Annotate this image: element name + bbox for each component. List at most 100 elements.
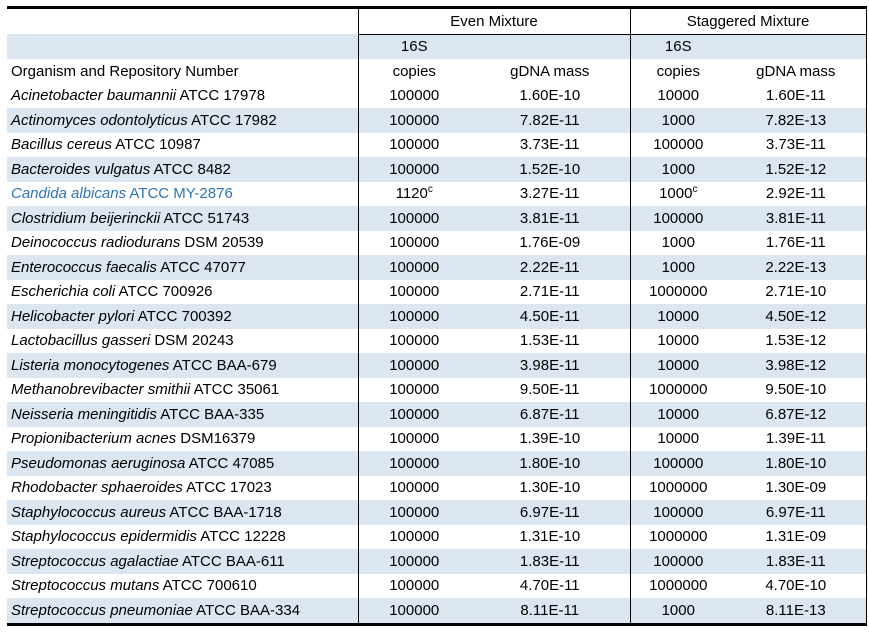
stag-copies-value: 100000 — [629, 451, 727, 476]
table-row: Rhodobacter sphaeroides ATCC 17023 100000… — [7, 475, 867, 500]
table-row: Lactobacillus gasseri DSM 20243 100000 1.5… — [7, 328, 867, 353]
stag-gdna-value: 4.70E-10 — [726, 573, 867, 598]
even-gdna-value: 2.71E-11 — [519, 283, 580, 301]
subheader-16s-row: 16S 16S — [7, 34, 867, 59]
organism-name: Pseudomonas aeruginosa ATCC 47085 — [7, 451, 358, 476]
even-gdna-value: 1.80E-10 — [470, 451, 631, 476]
organism-name: Deinococcus radiodurans DSM 20539 — [11, 234, 264, 252]
stag-copies-value: 1000 — [629, 108, 727, 133]
table-row: Acinetobacter baumannii ATCC 17978 100000… — [7, 83, 867, 108]
table-row: Pseudomonas aeruginosa ATCC 47085 100000 1… — [7, 451, 867, 476]
stag-gdna-value: 4.50E-12 — [726, 304, 867, 329]
stag-gdna-value: 9.50E-10 — [726, 377, 867, 402]
stag-16s-spacer — [726, 34, 867, 59]
table-row: Streptococcus mutans ATCC 700610 100000 4.… — [7, 573, 867, 598]
table-row: Actinomyces odontolyticus ATCC 17982 1000… — [7, 108, 867, 133]
organism-name: Acinetobacter baumannii ATCC 17978 — [11, 87, 266, 105]
stag-copies-value: 10000 — [629, 328, 727, 353]
table-row: Listeria monocytogenes ATCC BAA-679 10000… — [7, 353, 867, 378]
stag-copies-value: 1000000 — [629, 524, 727, 549]
stag-gdna-value: 1.80E-10 — [726, 451, 867, 476]
group-header-row: Even Mixture Staggered Mixture — [7, 7, 867, 35]
stag-copies-value: 100000 — [629, 206, 727, 231]
even-copies-value: 100000 — [357, 573, 470, 598]
table-row: Escherichia coli ATCC 700926 100000 2.71E-… — [7, 279, 867, 304]
even-gdna-value: 4.50E-11 — [470, 304, 631, 329]
table-row: Deinococcus radiodurans DSM 20539 100000 1… — [7, 230, 867, 255]
even-copies-value: 100000 — [357, 377, 470, 402]
stag-copies-value: 1000000 — [629, 573, 727, 598]
even-gdna-value: 1.53E-11 — [519, 332, 580, 350]
even-copies-value: 100000 — [357, 426, 470, 451]
footnote-marker: c — [427, 184, 433, 196]
organism-link[interactable]: Candida albicans ATCC MY-2876 — [11, 185, 233, 203]
even-gdna-value: 1.30E-10 — [519, 479, 581, 497]
column-header-row: Organism and Repository Number copies gD… — [7, 59, 867, 84]
stag-copies-value: 10000 — [629, 426, 727, 451]
stag-copies-value: 100000 — [629, 549, 727, 574]
organism-name: Rhodobacter sphaeroides ATCC 17023 — [11, 479, 272, 497]
stag-copies-value: 1000c — [629, 181, 727, 206]
stag-gdna-value: 6.87E-12 — [726, 402, 867, 427]
even-gdna-value: 4.70E-11 — [519, 577, 580, 595]
even-gdna-value: 1.39E-10 — [519, 430, 581, 448]
table-row: Streptococcus pneumoniae ATCC BAA-334 100… — [7, 598, 867, 624]
stag-gdna-value: 1.60E-11 — [726, 83, 867, 108]
even-gdna-value: 3.81E-11 — [470, 206, 631, 231]
table-row: Staphylococcus epidermidis ATCC 12228 100… — [7, 524, 867, 549]
stag-gdna-value: 2.92E-11 — [726, 181, 867, 206]
table-row: Clostridium beijerinckii ATCC 51743 10000… — [7, 206, 867, 231]
stag-copies-value: 100000 — [629, 132, 727, 157]
organism-name: Clostridium beijerinckii ATCC 51743 — [7, 206, 358, 231]
stag-gdna-value: 3.81E-11 — [726, 206, 867, 231]
even-copies-value: 100000 — [357, 230, 470, 255]
stag-copies-value: 1000 — [629, 255, 727, 280]
even-copies-value: 100000 — [357, 304, 470, 329]
even-copies-value: 100000 — [357, 108, 470, 133]
stag-gdna-value: 1.30E-09 — [726, 475, 867, 500]
group-header-spacer — [7, 8, 358, 35]
table-row: Propionibacterium acnes DSM16379 100000 1.… — [7, 426, 867, 451]
even-copies-value: 100000 — [357, 402, 470, 427]
even-copies-value: 100000 — [357, 500, 470, 525]
organism-name: Escherichia coli ATCC 700926 — [11, 283, 213, 301]
stag-gdna-value: 7.82E-13 — [726, 108, 867, 133]
even-gdna-column-header: gDNA mass — [510, 62, 590, 80]
stag-copies-value: 1000 — [629, 230, 727, 255]
stag-gdna-column-header: gDNA mass — [726, 59, 867, 84]
stag-gdna-value: 8.11E-13 — [726, 598, 867, 624]
even-gdna-value: 1.52E-10 — [470, 157, 631, 182]
organism-name: Listeria monocytogenes ATCC BAA-679 — [7, 353, 358, 378]
organism-name: Neisseria meningitidis ATCC BAA-335 — [7, 402, 358, 427]
table-row: Staphylococcus aureus ATCC BAA-1718 10000… — [7, 500, 867, 525]
stag-gdna-value: 1.76E-11 — [726, 230, 867, 255]
even-copies-value: 100000 — [357, 255, 470, 280]
table-row: Helicobacter pylori ATCC 700392 100000 4.5… — [7, 304, 867, 329]
table-row: Methanobrevibacter smithii ATCC 35061 100… — [7, 377, 867, 402]
organism-name: Methanobrevibacter smithii ATCC 35061 — [11, 381, 280, 399]
even-gdna-value: 3.27E-11 — [519, 185, 580, 203]
even-gdna-value: 6.87E-11 — [470, 402, 631, 427]
organism-name: Propionibacterium acnes DSM16379 — [11, 430, 256, 448]
even-copies-value: 100000 — [357, 206, 470, 231]
subheader-spacer — [7, 34, 358, 59]
even-gdna-value: 1.31E-10 — [519, 528, 581, 546]
stag-gdna-value: 6.97E-11 — [726, 500, 867, 525]
stag-copies-value: 1000000 — [629, 475, 727, 500]
even-gdna-value: 1.83E-11 — [470, 549, 631, 574]
even-copies-value: 100000 — [357, 353, 470, 378]
organism-name: Staphylococcus aureus ATCC BAA-1718 — [7, 500, 358, 525]
even-gdna-value: 3.73E-11 — [519, 136, 580, 154]
even-gdna-value: 1.76E-09 — [519, 234, 581, 252]
stag-gdna-value: 3.73E-11 — [726, 132, 867, 157]
even-copies-value: 100000 — [357, 475, 470, 500]
even-gdna-value: 7.82E-11 — [470, 108, 631, 133]
organism-name: Lactobacillus gasseri DSM 20243 — [11, 332, 234, 350]
table-body: Acinetobacter baumannii ATCC 17978 100000… — [7, 83, 867, 624]
even-copies-value: 1120c — [357, 181, 470, 206]
even-copies-value: 100000 — [357, 524, 470, 549]
organism-name: Bacteroides vulgatus ATCC 8482 — [7, 157, 358, 182]
stag-gdna-value: 3.98E-12 — [726, 353, 867, 378]
table-row: Neisseria meningitidis ATCC BAA-335 10000… — [7, 402, 867, 427]
